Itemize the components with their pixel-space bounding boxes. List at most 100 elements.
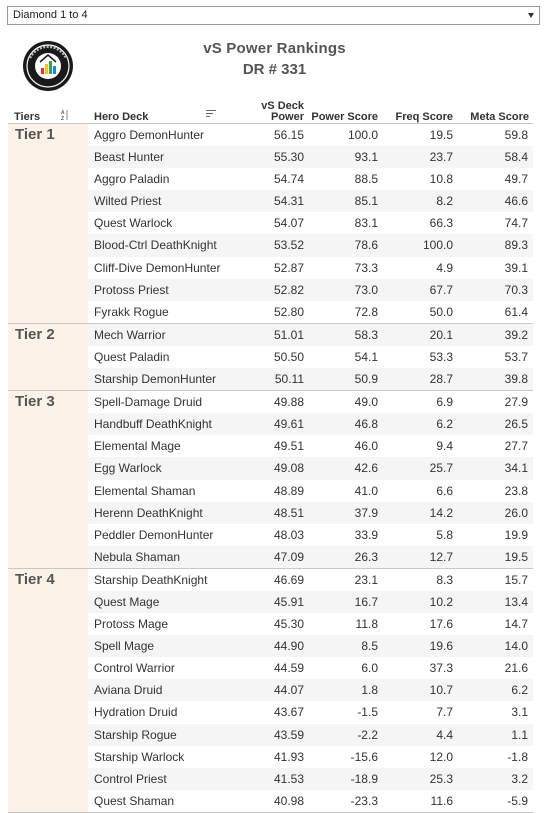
table-row[interactable]: Control Priest 41.53 -18.9 25.3 3.2 bbox=[88, 767, 533, 790]
table-row[interactable]: Starship DeathKnight 46.69 23.1 8.3 15.7 bbox=[88, 569, 533, 591]
power-score-cell: 85.1 bbox=[354, 194, 378, 209]
table-row[interactable]: Starship Warlock 41.93 -15.6 12.0 -1.8 bbox=[88, 746, 533, 768]
vs-deck-power-cell: 41.93 bbox=[273, 749, 304, 764]
deck-name-cell: Blood-Ctrl DeathKnight bbox=[94, 238, 217, 253]
table-row[interactable]: Quest Paladin 50.50 54.1 53.3 53.7 bbox=[88, 346, 533, 368]
deck-name-cell: Quest Warlock bbox=[94, 216, 173, 231]
deck-name-cell: Aggro Paladin bbox=[94, 172, 170, 187]
table-row[interactable]: Spell Mage 44.90 8.5 19.6 14.0 bbox=[88, 635, 533, 658]
power-score-cell: -1.5 bbox=[357, 705, 378, 720]
sort-ascending-icon[interactable]: A Z bbox=[60, 109, 68, 122]
table-row[interactable]: Wilted Priest 54.31 85.1 8.2 46.6 bbox=[88, 190, 533, 213]
table-row[interactable]: Mech Warrior 51.01 58.3 20.1 39.2 bbox=[88, 323, 533, 346]
deck-name-cell: Aggro DemonHunter bbox=[94, 128, 205, 142]
vs-deck-power-cell: 44.59 bbox=[273, 661, 304, 676]
meta-score-cell: -5.9 bbox=[507, 793, 528, 808]
meta-score-cell: 23.8 bbox=[504, 483, 528, 498]
power-score-cell: 100.0 bbox=[347, 128, 378, 142]
table-row[interactable]: Spell-Damage Druid 49.88 49.0 6.9 27.9 bbox=[88, 391, 533, 413]
table-row[interactable]: Control Warrior 44.59 6.0 37.3 21.6 bbox=[88, 657, 533, 679]
deck-name-cell: Handbuff DeathKnight bbox=[94, 417, 212, 432]
table-row[interactable]: Egg Warlock 49.08 42.6 25.7 34.1 bbox=[88, 457, 533, 480]
sort-bars-icon[interactable] bbox=[206, 110, 216, 119]
table-row[interactable]: Herenn DeathKnight 48.51 37.9 14.2 26.0 bbox=[88, 501, 533, 524]
vs-deck-power-cell: 52.87 bbox=[273, 260, 304, 275]
power-score-cell: 73.3 bbox=[354, 260, 378, 275]
table-row[interactable]: Elemental Mage 49.51 46.0 9.4 27.7 bbox=[88, 435, 533, 457]
power-score-cell: 78.6 bbox=[354, 238, 378, 253]
column-header-meta-score[interactable]: Meta Score bbox=[470, 111, 529, 123]
table-row[interactable]: Beast Hunter 55.30 93.1 23.7 58.4 bbox=[88, 146, 533, 169]
vs-deck-power-cell: 50.11 bbox=[274, 372, 304, 387]
table-row[interactable]: Nebula Shaman 47.09 26.3 12.7 19.5 bbox=[88, 545, 533, 568]
power-score-cell: 46.8 bbox=[354, 417, 378, 432]
table-row[interactable]: Cliff-Dive DemonHunter 52.87 73.3 4.9 39.1 bbox=[88, 257, 533, 279]
meta-score-cell: 27.7 bbox=[504, 439, 528, 454]
table-row[interactable]: Protoss Priest 52.82 73.0 67.7 70.3 bbox=[88, 278, 533, 301]
column-header-power-score[interactable]: Power Score bbox=[311, 111, 378, 123]
table-row[interactable]: Hydration Druid 43.67 -1.5 7.7 3.1 bbox=[88, 701, 533, 723]
column-header-vs-deck-power[interactable]: vS Deck Power bbox=[240, 101, 304, 123]
vs-data-reaper-logo-icon bbox=[22, 40, 74, 92]
table-row[interactable]: Elemental Shaman 48.89 41.0 6.6 23.8 bbox=[88, 480, 533, 502]
page-title-text: vS Power Rankings bbox=[203, 40, 346, 57]
table-row[interactable]: Blood-Ctrl DeathKnight 53.52 78.6 100.0 89.3 bbox=[88, 234, 533, 257]
vs-deck-power-cell: 44.90 bbox=[273, 639, 304, 654]
tier-label: Tier 1 bbox=[15, 126, 55, 143]
chevron-down-icon[interactable] bbox=[528, 13, 534, 18]
vs-deck-power-cell: 49.51 bbox=[273, 439, 304, 454]
vs-deck-power-cell: 53.52 bbox=[273, 238, 304, 253]
freq-score-cell: 19.5 bbox=[429, 128, 453, 142]
tier-group: Tier 4 Starship DeathKnight 46.69 23.1 8.3 15… bbox=[8, 567, 533, 812]
table-row[interactable]: Quest Mage 45.91 16.7 10.2 13.4 bbox=[88, 590, 533, 614]
column-header-tiers[interactable]: Tiers bbox=[14, 111, 41, 123]
freq-score-cell: 10.8 bbox=[429, 172, 453, 187]
vs-deck-power-cell: 54.31 bbox=[273, 194, 304, 209]
table-row[interactable]: Handbuff DeathKnight 49.61 46.8 6.2 26.5 bbox=[88, 413, 533, 436]
vs-deck-power-cell: 47.09 bbox=[273, 549, 304, 564]
tier-group: Tier 2 Mech Warrior 51.01 58.3 20.1 39.2 Quest… bbox=[8, 322, 533, 391]
power-score-cell: 37.9 bbox=[354, 505, 378, 520]
table-row[interactable]: Aggro Paladin 54.74 88.5 10.8 49.7 bbox=[88, 168, 533, 190]
table-row[interactable]: Fyrakk Rogue 52.80 72.8 50.0 61.4 bbox=[88, 301, 533, 323]
deck-name-cell: Beast Hunter bbox=[94, 150, 165, 165]
column-header-freq-score[interactable]: Freq Score bbox=[395, 111, 453, 123]
tier-label-cell: Tier 1 bbox=[8, 124, 88, 323]
deck-name-cell: Elemental Mage bbox=[94, 439, 181, 454]
svg-text:Z: Z bbox=[61, 116, 64, 121]
table-row[interactable]: Starship DemonHunter 50.11 50.9 28.7 39.8 bbox=[88, 368, 533, 391]
table-row[interactable]: Protoss Mage 45.30 11.8 17.6 14.7 bbox=[88, 613, 533, 635]
vs-deck-power-cell: 50.50 bbox=[273, 349, 304, 364]
freq-score-cell: 10.2 bbox=[429, 594, 453, 609]
column-header-hero-deck[interactable]: Hero Deck bbox=[94, 111, 149, 123]
meta-score-cell: 19.9 bbox=[504, 527, 528, 542]
table-row[interactable]: Starship Rogue 43.59 -2.2 4.4 1.1 bbox=[88, 723, 533, 746]
column-header-vs-deck-line2: Power bbox=[270, 111, 304, 123]
power-score-cell: -15.6 bbox=[350, 749, 378, 764]
power-score-cell: 83.1 bbox=[354, 216, 378, 231]
svg-text:A: A bbox=[61, 110, 65, 116]
meta-score-cell: 46.6 bbox=[504, 194, 528, 209]
meta-score-cell: 14.0 bbox=[504, 639, 528, 654]
freq-score-cell: 6.6 bbox=[436, 483, 453, 498]
freq-score-cell: 25.7 bbox=[429, 461, 453, 476]
tier-label-cell: Tier 4 bbox=[8, 568, 88, 812]
deck-name-cell: Protoss Priest bbox=[94, 282, 169, 297]
table-row[interactable]: Peddler DemonHunter 48.03 33.9 5.8 19.9 bbox=[88, 524, 533, 546]
table-row[interactable]: Quest Warlock 54.07 83.1 66.3 74.7 bbox=[88, 212, 533, 234]
table-row[interactable]: Aggro DemonHunter 56.15 100.0 19.5 59.8 bbox=[88, 124, 533, 146]
meta-score-cell: 49.7 bbox=[504, 172, 528, 187]
meta-score-cell: 74.7 bbox=[504, 216, 528, 231]
power-score-cell: 49.0 bbox=[354, 395, 378, 410]
meta-score-cell: 53.7 bbox=[504, 349, 528, 364]
deck-name-cell: Protoss Mage bbox=[94, 617, 169, 632]
deck-name-cell: Wilted Priest bbox=[94, 194, 162, 209]
deck-name-cell: Nebula Shaman bbox=[94, 549, 181, 564]
table-row[interactable]: Aviana Druid 44.07 1.8 10.7 6.2 bbox=[88, 679, 533, 702]
rank-filter-dropdown[interactable]: Diamond 1 to 4 bbox=[7, 6, 540, 25]
page-subtitle: DR # 331 bbox=[0, 61, 549, 78]
tier-label: Tier 3 bbox=[15, 393, 55, 411]
freq-score-cell: 14.2 bbox=[429, 505, 453, 520]
meta-score-cell: 13.4 bbox=[504, 594, 528, 609]
table-row[interactable]: Quest Shaman 40.98 -23.3 11.6 -5.9 bbox=[88, 790, 533, 812]
